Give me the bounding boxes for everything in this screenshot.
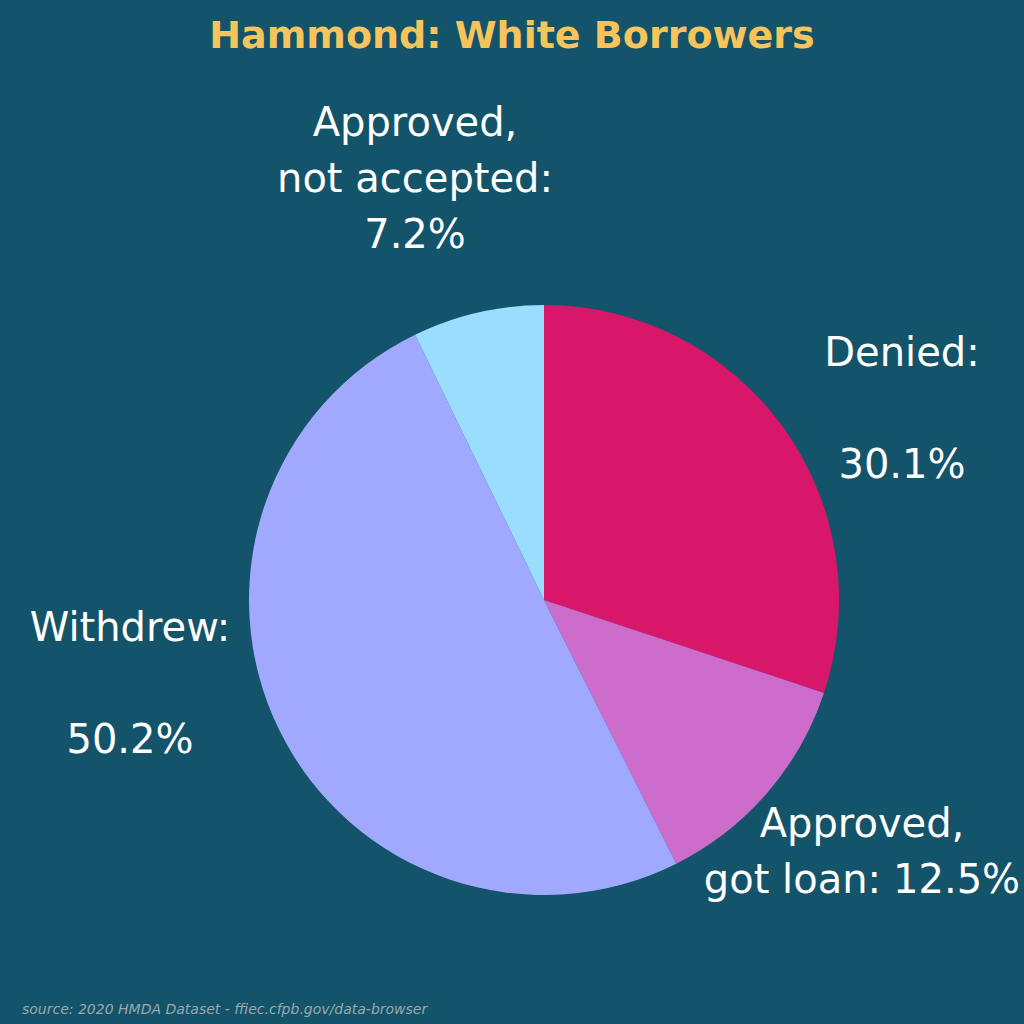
source-note: source: 2020 HMDA Dataset - ffiec.cfpb.g… xyxy=(22,1001,428,1017)
value-label: 50.2% xyxy=(66,716,193,762)
background xyxy=(0,0,1024,1024)
category-label: Approved, xyxy=(313,99,518,145)
slice-label: Withdrew: 50.2% xyxy=(30,604,230,762)
value-label: 12.5% xyxy=(893,856,1020,902)
category-label: not accepted: xyxy=(277,155,553,201)
category-label: Approved, xyxy=(760,800,965,846)
title: Hammond: White Borrowers xyxy=(209,13,814,57)
category-label: Withdrew: xyxy=(30,604,230,650)
slice-label-line: got loan: 12.5% xyxy=(704,856,1020,902)
slice-label: Denied: 30.1% xyxy=(824,329,979,487)
chart: Hammond: White Borrowers Denied: 30.1% Appr… xyxy=(0,0,1024,1024)
category-label: got loan: xyxy=(704,856,881,902)
value-label: 30.1% xyxy=(838,441,965,487)
value-label: 7.2% xyxy=(364,211,466,257)
pie-slice xyxy=(415,305,544,600)
category-label: Denied: xyxy=(824,329,979,375)
slice-label: Approved, got loan: 12.5% xyxy=(704,800,1020,902)
pie xyxy=(249,305,839,895)
slice-label: Approved, not accepted: 7.2% xyxy=(277,99,553,257)
